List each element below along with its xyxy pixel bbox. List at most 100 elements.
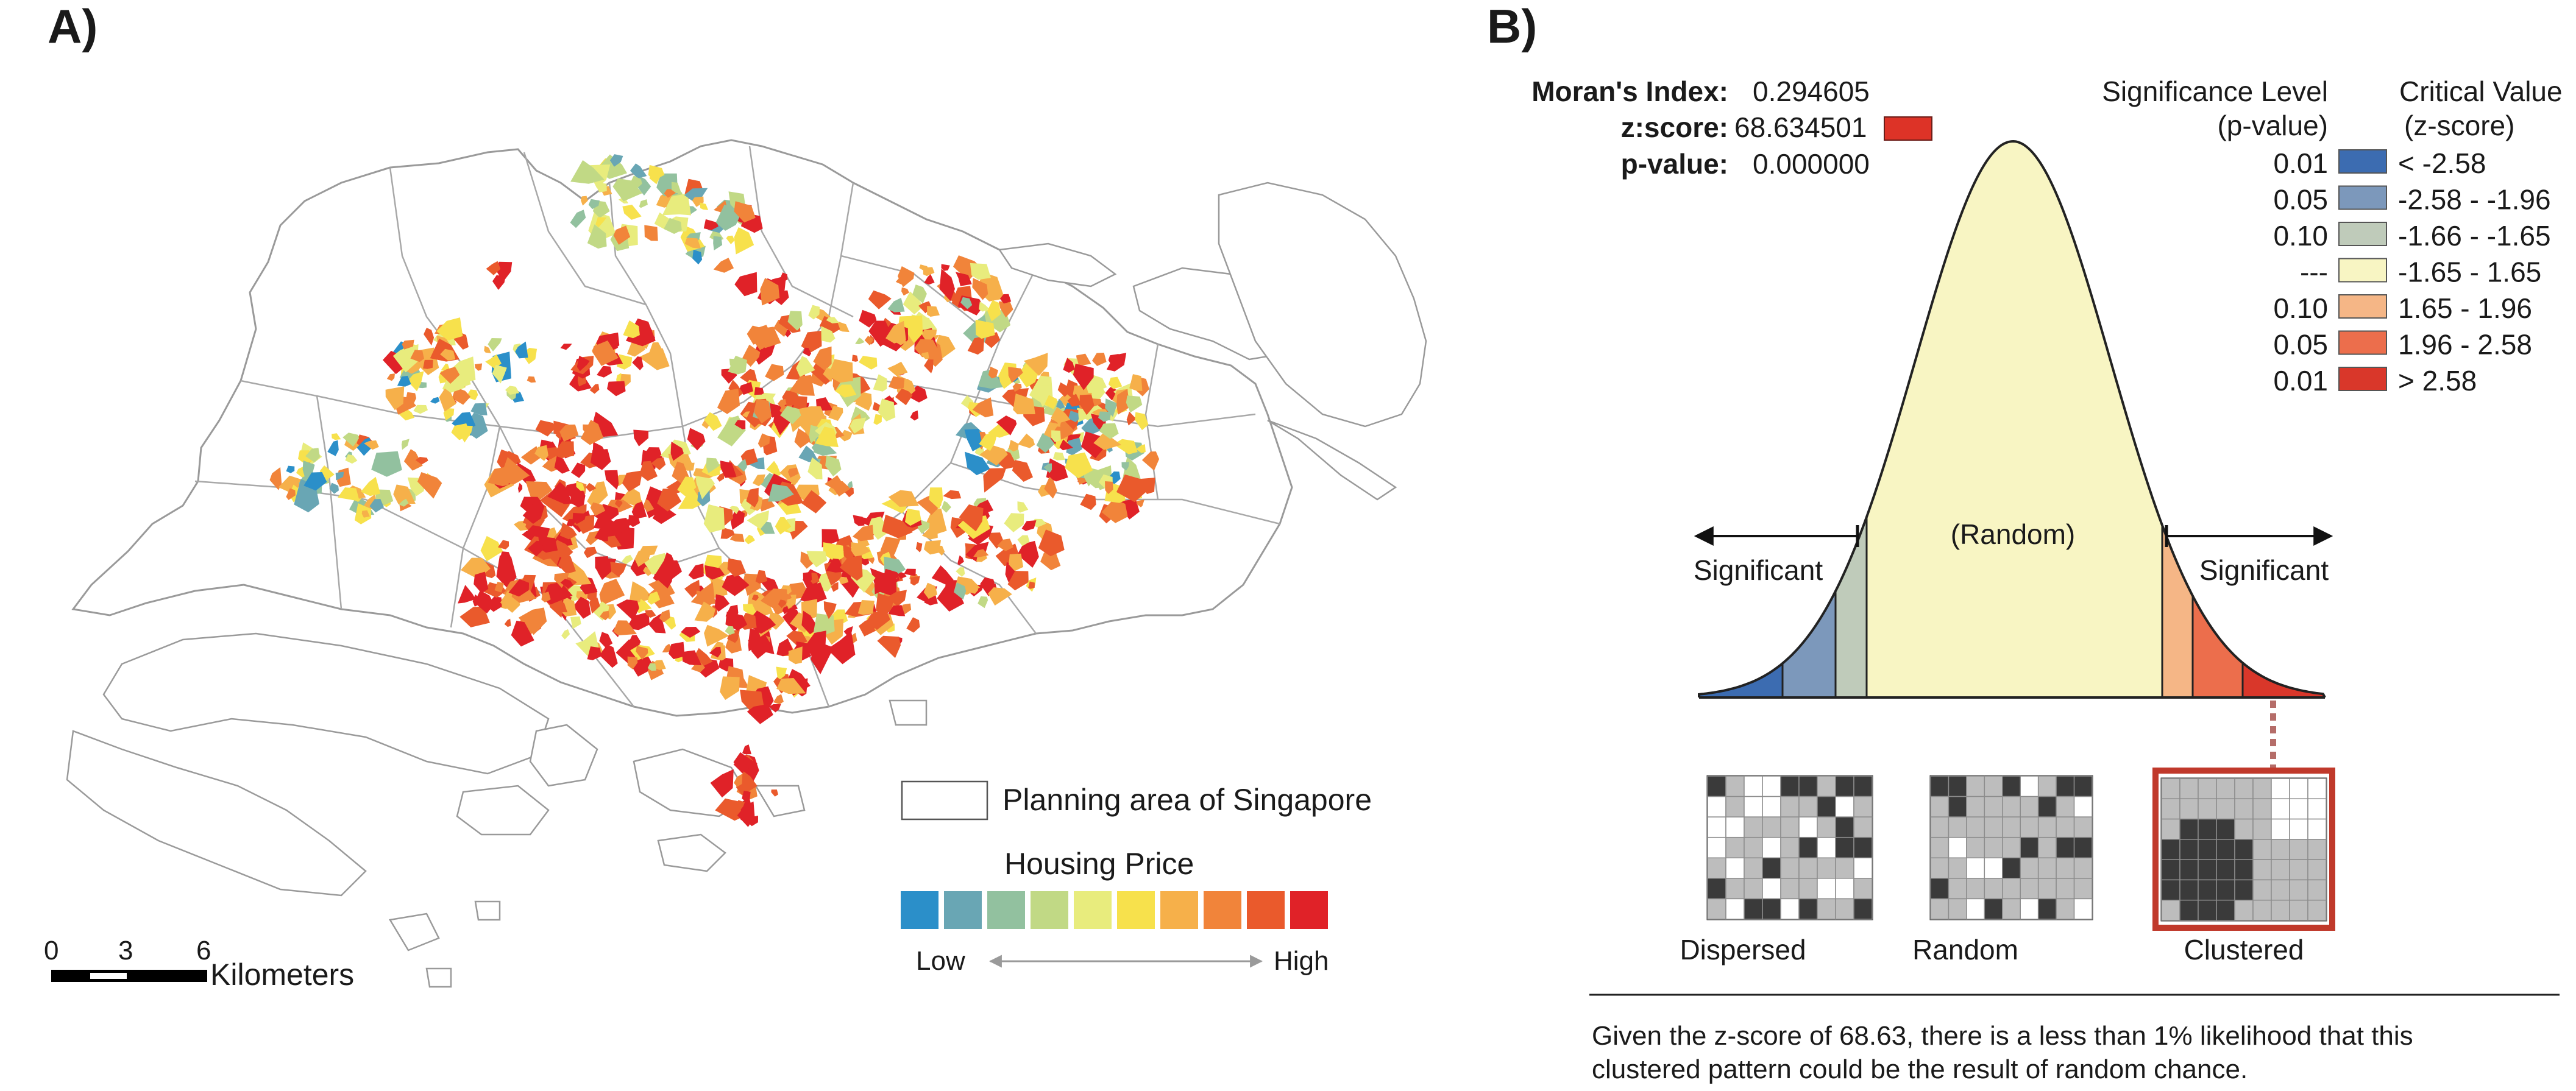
thumbnail-cell — [2198, 899, 2217, 921]
sig-row-swatch-1 — [2338, 149, 2387, 174]
price-patch — [921, 526, 938, 540]
price-patch — [714, 594, 730, 612]
thumbnail-cell — [2161, 778, 2180, 800]
thumbnail-cell — [1948, 816, 1967, 838]
price-patch — [1108, 376, 1123, 389]
thumbnail-cell — [2037, 816, 2057, 838]
price-patch — [739, 381, 753, 395]
price-patch — [364, 440, 379, 450]
price-patch — [622, 554, 633, 565]
price-patch — [778, 272, 788, 283]
sig-row-z-3: -1.66 - -1.65 — [2398, 220, 2551, 252]
thumbnail-cell — [2073, 836, 2093, 859]
thumbnail-cell — [1762, 816, 1781, 838]
thumbnail-cell — [1948, 775, 1967, 797]
thumbnail-cell — [1762, 775, 1781, 797]
price-patch — [407, 371, 424, 392]
price-patch — [692, 249, 703, 265]
thumbnail-cell — [1930, 898, 1950, 920]
thumbnail-cell — [1853, 816, 1873, 838]
price-patch — [970, 263, 991, 280]
thumbnail-cell — [2161, 879, 2180, 901]
price-patch — [924, 359, 934, 373]
price-patch — [688, 563, 704, 580]
price-patch — [639, 348, 670, 370]
bell-band-4 — [1867, 141, 2162, 697]
housing-price-ramp — [901, 891, 1328, 929]
thumbnail-cell — [2198, 778, 2217, 800]
price-patch — [474, 571, 489, 593]
price-patch — [684, 188, 708, 204]
thumbnail-cell — [1835, 878, 1854, 900]
ramp-swatch-9 — [1247, 891, 1285, 929]
price-patch — [768, 704, 781, 713]
thumbnail-cell — [2002, 836, 2021, 859]
price-patch — [927, 306, 940, 317]
price-patch — [859, 309, 877, 328]
price-patch — [877, 635, 901, 658]
thumbnail-cell — [1984, 836, 2003, 859]
price-patch — [725, 626, 735, 635]
thumbnail-cell — [1744, 775, 1763, 797]
price-patch — [566, 519, 577, 527]
thumbnail-cell — [1707, 796, 1726, 817]
price-patch — [415, 457, 428, 465]
price-patch — [1065, 452, 1093, 479]
thumbnail-cell — [1762, 898, 1781, 920]
price-patch — [684, 579, 700, 598]
thumbnail-cell — [1707, 816, 1726, 838]
price-patch — [1017, 535, 1030, 546]
price-patch — [592, 341, 619, 366]
thumbnail-cell — [1780, 898, 1800, 920]
price-patch — [778, 599, 787, 609]
thumbnail-cell — [2002, 796, 2021, 817]
price-patch — [371, 451, 402, 477]
price-patch — [868, 290, 892, 309]
scale-bar-black — [51, 970, 207, 982]
price-patch — [486, 261, 501, 275]
price-patch — [1116, 474, 1146, 503]
price-patch — [573, 596, 591, 619]
price-patch — [737, 459, 747, 472]
price-patch — [338, 487, 360, 502]
price-patch — [593, 514, 610, 529]
price-patch — [821, 326, 836, 343]
price-patch — [332, 433, 341, 440]
sig-row-z-4: -1.65 - 1.65 — [2398, 256, 2541, 288]
thumbnail-cell — [2234, 798, 2254, 820]
thumbnail-cell — [2037, 857, 2057, 879]
thumbnail-cell — [1780, 796, 1800, 817]
thumbnail-cell — [2179, 879, 2199, 901]
thumbnail-cell — [1725, 796, 1745, 817]
price-patch — [1135, 412, 1149, 431]
price-patch — [754, 399, 772, 424]
price-patch — [616, 599, 639, 621]
price-patch — [459, 425, 473, 443]
price-patch — [496, 555, 517, 590]
price-patch — [1059, 439, 1073, 451]
thumbnail-cell — [2179, 798, 2199, 820]
price-patch — [1017, 540, 1039, 568]
price-patch — [980, 309, 1011, 333]
price-patch — [361, 510, 370, 518]
price-patch — [684, 238, 701, 249]
thumbnail-cell — [1930, 775, 1950, 797]
thumbnail-cell — [2161, 899, 2180, 921]
price-patch — [651, 457, 666, 470]
thumbnail-cell — [2161, 818, 2180, 840]
thumbnail-cell — [2289, 818, 2308, 840]
thumbnail-cell — [1762, 878, 1781, 900]
price-patch — [729, 358, 745, 372]
sig-row-swatch-7 — [2338, 367, 2387, 391]
thumbnail-cell — [2179, 818, 2199, 840]
price-patch — [1067, 394, 1082, 407]
price-patch — [594, 528, 608, 542]
price-patch — [978, 596, 988, 609]
price-patch — [758, 498, 775, 512]
price-patch — [843, 626, 853, 637]
price-patch — [815, 426, 839, 447]
thumbnail-cell — [2002, 816, 2021, 838]
price-patch — [669, 641, 685, 660]
housing-price-patches — [269, 154, 1160, 827]
price-patch — [488, 338, 502, 351]
